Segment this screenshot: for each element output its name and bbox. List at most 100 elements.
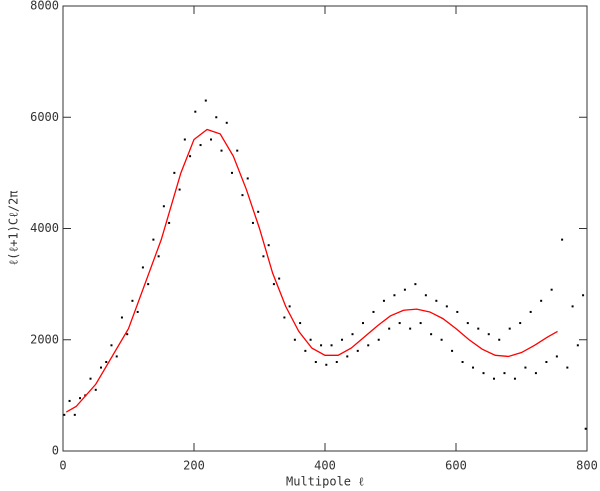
data-point xyxy=(152,238,155,241)
data-point xyxy=(341,338,344,341)
data-point xyxy=(278,277,281,280)
data-point xyxy=(314,361,317,363)
data-point xyxy=(498,338,501,341)
data-point xyxy=(445,305,448,308)
data-point xyxy=(131,299,134,302)
data-point xyxy=(309,338,312,341)
data-point xyxy=(120,316,123,319)
data-point xyxy=(110,344,113,347)
data-point xyxy=(288,305,291,308)
x-tick-label: 800 xyxy=(576,459,598,473)
data-point xyxy=(272,283,275,286)
x-axis-label: Multipole ℓ xyxy=(286,475,364,489)
data-point xyxy=(582,294,585,297)
data-point xyxy=(403,288,406,291)
data-point xyxy=(257,210,260,213)
y-tick-label: 2000 xyxy=(30,332,59,346)
data-point xyxy=(524,366,527,369)
data-point xyxy=(304,349,307,352)
data-point xyxy=(230,171,233,174)
data-point xyxy=(377,338,380,341)
data-point xyxy=(183,138,186,141)
data-point xyxy=(68,399,71,402)
data-point xyxy=(414,283,417,286)
data-point xyxy=(157,255,160,258)
data-point xyxy=(550,288,553,291)
data-point xyxy=(356,349,359,352)
data-point xyxy=(346,355,349,358)
data-point xyxy=(173,171,176,174)
data-point xyxy=(199,144,202,147)
data-point xyxy=(534,372,537,375)
data-point xyxy=(267,244,270,247)
y-tick-label: 0 xyxy=(52,444,59,458)
data-point xyxy=(519,322,522,325)
x-tick-label: 200 xyxy=(183,459,205,473)
data-point xyxy=(477,327,480,330)
data-point xyxy=(451,349,454,352)
data-point xyxy=(126,333,129,336)
data-point xyxy=(225,121,228,124)
data-point xyxy=(466,322,469,325)
data-point xyxy=(393,294,396,297)
data-point xyxy=(215,116,218,119)
data-point xyxy=(178,188,181,191)
plot-frame xyxy=(62,5,588,452)
data-point xyxy=(99,366,102,369)
data-point xyxy=(456,310,459,313)
data-point xyxy=(561,238,564,241)
data-point xyxy=(576,344,579,347)
data-point xyxy=(194,110,197,113)
data-point xyxy=(430,333,433,336)
data-point xyxy=(555,355,558,358)
data-point xyxy=(440,338,443,341)
data-point xyxy=(236,149,239,152)
data-point xyxy=(330,344,333,347)
data-point xyxy=(545,361,548,363)
data-point xyxy=(513,377,516,380)
data-point xyxy=(136,310,139,313)
data-point xyxy=(487,333,490,336)
data-point xyxy=(382,299,385,302)
data-point xyxy=(251,221,254,224)
data-point xyxy=(351,333,354,336)
data-point xyxy=(424,294,427,297)
data-point xyxy=(189,155,192,158)
data-point xyxy=(571,305,574,308)
data-point xyxy=(503,372,506,375)
data-point xyxy=(115,355,118,358)
data-point xyxy=(220,149,223,152)
data-point xyxy=(299,322,302,325)
data-point xyxy=(540,299,543,302)
data-point xyxy=(361,322,364,325)
data-point xyxy=(73,413,76,416)
data-point xyxy=(241,194,244,197)
data-point xyxy=(472,366,475,369)
data-point xyxy=(529,310,532,313)
y-tick-label: 6000 xyxy=(30,110,59,124)
x-tick-label: 400 xyxy=(314,459,336,473)
data-point xyxy=(89,377,92,380)
data-point xyxy=(566,366,569,369)
data-point xyxy=(584,427,587,430)
data-point xyxy=(320,344,323,347)
data-point xyxy=(461,361,464,363)
data-point xyxy=(398,322,401,325)
data-point xyxy=(79,397,82,400)
data-point xyxy=(141,266,144,269)
data-point xyxy=(335,361,338,363)
data-point xyxy=(367,344,370,347)
data-point xyxy=(63,413,66,416)
data-point xyxy=(94,388,97,391)
data-point xyxy=(204,99,207,102)
y-tick-label: 4000 xyxy=(30,221,59,235)
data-point xyxy=(325,363,328,366)
data-point xyxy=(508,327,511,330)
data-point xyxy=(162,205,165,208)
y-tick-label: 8000 xyxy=(30,0,59,13)
data-point xyxy=(105,361,108,363)
data-point xyxy=(388,327,391,330)
fit-line xyxy=(65,128,558,413)
